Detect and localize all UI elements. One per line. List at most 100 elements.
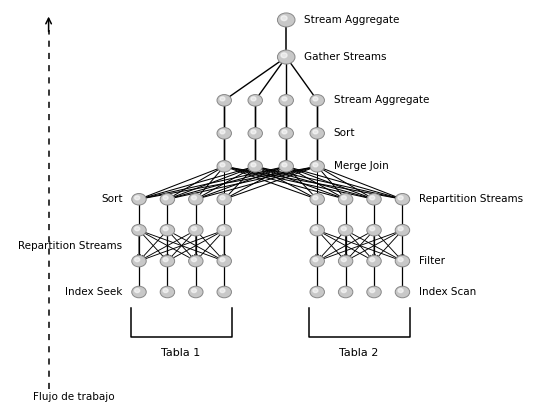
Circle shape [279, 127, 293, 139]
Circle shape [220, 163, 225, 167]
Circle shape [217, 193, 231, 205]
Circle shape [310, 286, 324, 298]
Circle shape [341, 258, 346, 262]
Circle shape [217, 127, 231, 139]
Circle shape [313, 258, 318, 262]
Circle shape [370, 227, 375, 231]
Circle shape [217, 161, 231, 172]
Circle shape [310, 127, 324, 139]
Circle shape [163, 227, 168, 231]
Circle shape [132, 193, 146, 205]
Circle shape [220, 196, 225, 200]
Text: Index Scan: Index Scan [419, 287, 476, 297]
Circle shape [251, 97, 256, 101]
Circle shape [220, 227, 225, 231]
Circle shape [313, 130, 318, 134]
Circle shape [163, 258, 168, 262]
Circle shape [395, 225, 410, 236]
Text: Stream Aggregate: Stream Aggregate [304, 15, 400, 25]
Circle shape [217, 286, 231, 298]
Text: Repartition Streams: Repartition Streams [19, 241, 123, 251]
Circle shape [135, 227, 139, 231]
Circle shape [217, 255, 231, 267]
Text: Sort: Sort [101, 194, 123, 204]
Circle shape [367, 286, 381, 298]
Circle shape [310, 255, 324, 267]
Circle shape [163, 288, 168, 293]
Circle shape [191, 227, 196, 231]
Circle shape [191, 288, 196, 293]
Circle shape [310, 161, 324, 172]
Circle shape [282, 130, 287, 134]
Circle shape [341, 196, 346, 200]
Circle shape [248, 95, 263, 106]
Circle shape [313, 227, 318, 231]
Circle shape [281, 53, 287, 58]
Text: Gather Streams: Gather Streams [304, 52, 387, 62]
Circle shape [189, 255, 203, 267]
Text: Index Seek: Index Seek [65, 287, 123, 297]
Circle shape [217, 225, 231, 236]
Circle shape [395, 286, 410, 298]
Text: Tabla 1: Tabla 1 [161, 348, 200, 358]
Circle shape [251, 163, 256, 167]
Circle shape [220, 258, 225, 262]
Circle shape [279, 161, 293, 172]
Circle shape [160, 255, 174, 267]
Circle shape [310, 193, 324, 205]
Circle shape [135, 196, 139, 200]
Circle shape [395, 255, 410, 267]
Circle shape [220, 288, 225, 293]
Text: Sort: Sort [334, 128, 355, 138]
Circle shape [279, 95, 293, 106]
Circle shape [313, 196, 318, 200]
Circle shape [277, 13, 295, 27]
Text: Merge Join: Merge Join [334, 161, 388, 171]
Circle shape [217, 95, 231, 106]
Circle shape [370, 258, 375, 262]
Circle shape [220, 130, 225, 134]
Circle shape [220, 97, 225, 101]
Circle shape [248, 161, 263, 172]
Circle shape [135, 258, 139, 262]
Circle shape [282, 163, 287, 167]
Circle shape [398, 258, 403, 262]
Circle shape [135, 288, 139, 293]
Circle shape [277, 50, 295, 64]
Circle shape [160, 286, 174, 298]
Circle shape [189, 286, 203, 298]
Circle shape [339, 225, 353, 236]
Text: Filter: Filter [419, 256, 445, 266]
Text: Flujo de trabajo: Flujo de trabajo [33, 392, 115, 402]
Circle shape [367, 193, 381, 205]
Circle shape [370, 196, 375, 200]
Circle shape [251, 130, 256, 134]
Circle shape [160, 225, 174, 236]
Circle shape [367, 225, 381, 236]
Circle shape [367, 255, 381, 267]
Circle shape [313, 163, 318, 167]
Text: Tabla 2: Tabla 2 [339, 348, 378, 358]
Circle shape [313, 97, 318, 101]
Text: Repartition Streams: Repartition Streams [419, 194, 523, 204]
Circle shape [248, 127, 263, 139]
Circle shape [282, 97, 287, 101]
Circle shape [339, 193, 353, 205]
Circle shape [132, 225, 146, 236]
Circle shape [398, 227, 403, 231]
Circle shape [163, 196, 168, 200]
Circle shape [395, 193, 410, 205]
Circle shape [398, 196, 403, 200]
Circle shape [370, 288, 375, 293]
Circle shape [341, 227, 346, 231]
Circle shape [132, 286, 146, 298]
Circle shape [189, 193, 203, 205]
Circle shape [191, 258, 196, 262]
Circle shape [313, 288, 318, 293]
Circle shape [191, 196, 196, 200]
Circle shape [160, 193, 174, 205]
Circle shape [339, 286, 353, 298]
Circle shape [341, 288, 346, 293]
Circle shape [132, 255, 146, 267]
Circle shape [281, 16, 287, 21]
